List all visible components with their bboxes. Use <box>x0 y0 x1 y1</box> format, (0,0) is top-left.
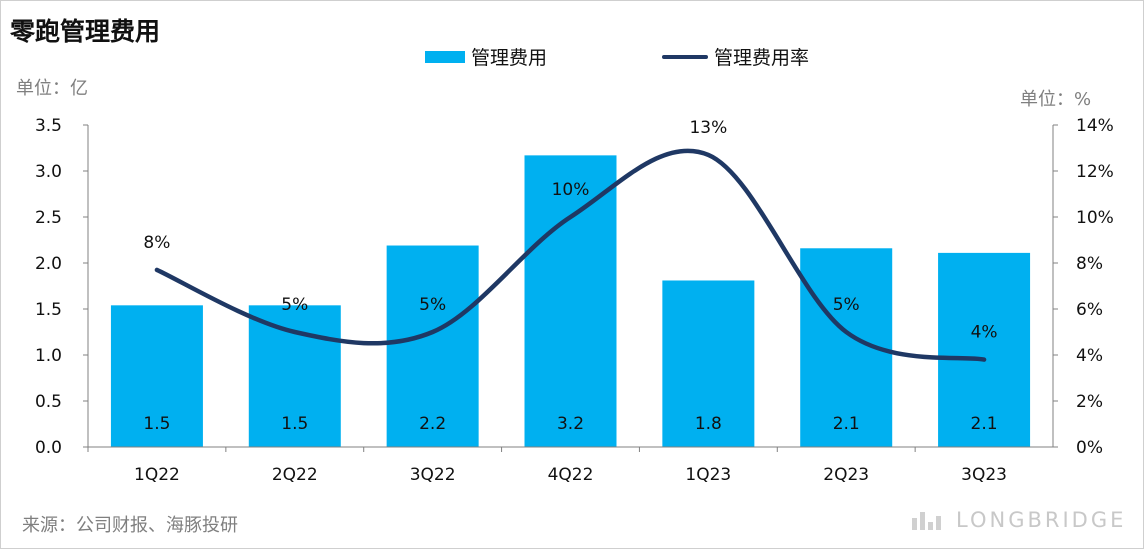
rate-value-label: 10% <box>552 180 590 200</box>
bar-3Q23 <box>938 252 1031 447</box>
bar-1Q23 <box>662 280 755 447</box>
bar-value-label: 2.1 <box>833 414 860 434</box>
source-note: 来源：公司财报、海豚投研 <box>22 515 238 536</box>
right-tick-label: 2% <box>1076 392 1103 412</box>
x-tick-label: 2Q22 <box>272 465 318 485</box>
right-tick-label: 12% <box>1076 162 1114 182</box>
x-tick-label: 1Q23 <box>685 465 731 485</box>
bar-value-label: 1.8 <box>695 414 722 434</box>
rate-value-label: 4% <box>971 323 998 343</box>
rate-value-label: 8% <box>143 233 170 253</box>
right-tick-label: 14% <box>1076 116 1114 136</box>
bar-value-label: 1.5 <box>281 414 308 434</box>
bar-1Q22 <box>110 305 203 447</box>
rate-value-label: 5% <box>419 295 446 315</box>
rate-value-label: 13% <box>689 118 727 138</box>
bar-3Q22 <box>386 245 479 447</box>
x-tick-label: 1Q22 <box>134 465 180 485</box>
left-tick-label: 1.0 <box>35 346 62 366</box>
legend-bar-swatch <box>425 50 465 63</box>
left-unit-label: 单位：亿 <box>16 78 88 99</box>
bar-value-label: 2.1 <box>971 414 998 434</box>
right-tick-label: 4% <box>1076 346 1103 366</box>
rate-value-label: 5% <box>833 295 860 315</box>
x-tick-label: 3Q22 <box>410 465 456 485</box>
bar-2Q22 <box>248 305 341 447</box>
bar-value-label: 1.5 <box>143 414 170 434</box>
x-tick-label: 2Q23 <box>823 465 869 485</box>
legend-item-line: 管理费用率 <box>662 43 809 70</box>
bar-4Q22 <box>524 155 617 448</box>
chart-title: 零跑管理费用 <box>10 17 161 46</box>
bar-value-label: 2.2 <box>419 414 446 434</box>
rate-value-label: 5% <box>281 295 308 315</box>
left-tick-label: 1.5 <box>35 300 62 320</box>
legend-item-bar: 管理费用 <box>425 43 547 70</box>
right-tick-label: 10% <box>1076 208 1114 228</box>
right-unit-label: 单位：% <box>1020 89 1092 110</box>
bar-value-label: 3.2 <box>557 414 584 434</box>
left-tick-label: 2.0 <box>35 254 62 274</box>
right-tick-label: 0% <box>1076 438 1103 458</box>
legend-line-label: 管理费用率 <box>714 47 810 69</box>
legend-line-swatch <box>662 54 708 59</box>
x-tick-label: 4Q22 <box>548 465 594 485</box>
left-tick-label: 3.0 <box>35 162 62 182</box>
right-tick-label: 6% <box>1076 300 1103 320</box>
left-tick-label: 2.5 <box>35 208 62 228</box>
left-tick-label: 0.5 <box>35 392 62 412</box>
left-tick-label: 0.0 <box>35 438 62 458</box>
rate-line <box>154 148 987 362</box>
brand-wordmark: LONGBRIDGE <box>956 508 1127 532</box>
right-tick-label: 8% <box>1076 254 1103 274</box>
legend-bar-label: 管理费用 <box>471 47 548 69</box>
left-tick-label: 3.5 <box>35 116 62 136</box>
x-tick-label: 3Q23 <box>961 465 1007 485</box>
